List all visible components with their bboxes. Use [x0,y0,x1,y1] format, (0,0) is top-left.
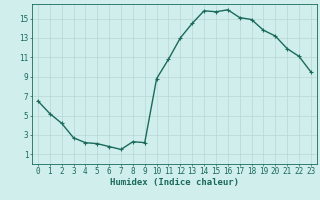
X-axis label: Humidex (Indice chaleur): Humidex (Indice chaleur) [110,178,239,187]
